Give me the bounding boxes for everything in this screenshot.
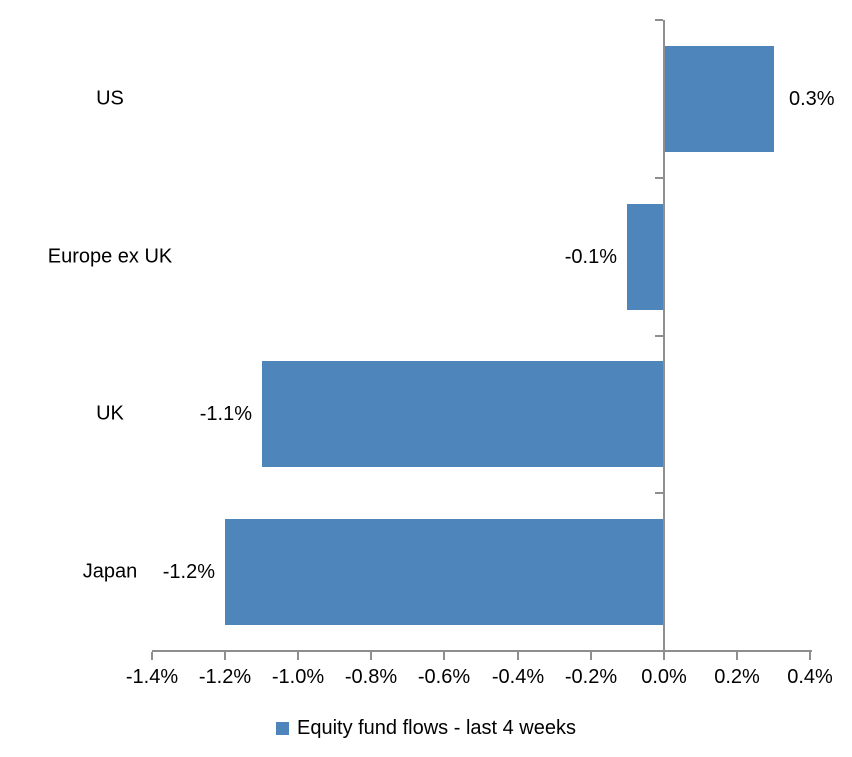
x-axis-tick xyxy=(297,652,299,660)
x-axis-tick xyxy=(370,652,372,660)
x-axis-tick xyxy=(663,652,665,660)
category-label-japan: Japan xyxy=(82,560,138,583)
x-axis-tick-label: 0.4% xyxy=(787,666,833,688)
category-label-uk: UK xyxy=(96,402,124,425)
x-axis-tick xyxy=(224,652,226,660)
bar-data-label: -0.1% xyxy=(564,245,617,268)
x-axis-tick xyxy=(151,652,153,660)
bar-data-label: 0.3% xyxy=(789,87,835,110)
x-axis-tick-label: -1.2% xyxy=(198,666,252,688)
x-axis-tick-label: -0.8% xyxy=(344,666,398,688)
bar-data-label: -1.1% xyxy=(199,403,252,426)
category-label-us: US xyxy=(96,87,124,110)
category-axis-tick xyxy=(655,19,663,21)
x-axis-tick xyxy=(736,652,738,660)
x-axis-tick-label: -0.6% xyxy=(417,666,471,688)
legend-series-label: Equity fund flows - last 4 weeks xyxy=(296,717,576,739)
x-axis-tick-label: -1.0% xyxy=(271,666,325,688)
bar-data-label: -1.2% xyxy=(162,561,215,584)
x-axis-tick-label: -0.2% xyxy=(564,666,618,688)
category-axis-tick xyxy=(655,650,663,652)
legend: Equity fund flows - last 4 weeks xyxy=(0,717,852,740)
x-axis-line xyxy=(152,650,812,652)
bar-uk xyxy=(262,361,663,467)
bar-us xyxy=(665,46,774,152)
category-axis-line xyxy=(663,20,665,658)
x-axis-tick xyxy=(590,652,592,660)
x-axis-tick xyxy=(443,652,445,660)
x-axis-tick-label: 0.2% xyxy=(714,666,760,688)
x-axis-tick xyxy=(809,652,811,660)
x-axis-tick-label: 0.0% xyxy=(641,666,687,688)
x-axis-tick-label: -1.4% xyxy=(125,666,179,688)
x-axis-tick xyxy=(517,652,519,660)
category-axis-tick xyxy=(655,335,663,337)
category-axis-tick xyxy=(655,492,663,494)
legend-marker-swatch xyxy=(275,722,289,735)
category-label-europe-ex-uk: Europe ex UK xyxy=(47,245,173,268)
x-axis-tick-label: -0.4% xyxy=(491,666,545,688)
category-axis-tick xyxy=(655,177,663,179)
bar-japan xyxy=(225,519,663,625)
bar-europe-ex-uk xyxy=(627,204,663,310)
